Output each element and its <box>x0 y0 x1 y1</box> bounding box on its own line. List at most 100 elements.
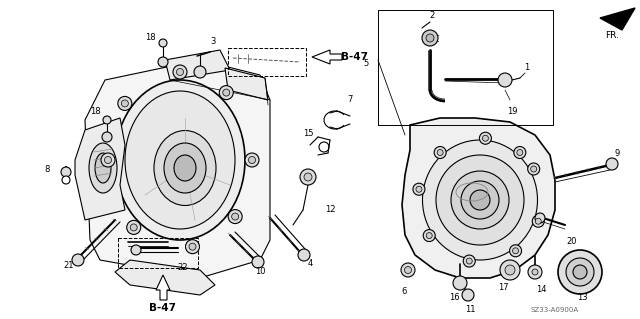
Polygon shape <box>600 8 635 30</box>
Text: 15: 15 <box>303 129 313 137</box>
Polygon shape <box>85 60 270 278</box>
Ellipse shape <box>451 171 509 229</box>
Circle shape <box>535 218 541 224</box>
Circle shape <box>232 213 239 220</box>
Polygon shape <box>312 50 342 64</box>
Circle shape <box>61 167 71 177</box>
Ellipse shape <box>470 190 490 210</box>
Circle shape <box>245 153 259 167</box>
Ellipse shape <box>461 181 499 219</box>
Text: 5: 5 <box>364 58 369 68</box>
Text: 9: 9 <box>614 149 620 158</box>
Circle shape <box>517 150 523 155</box>
Circle shape <box>500 260 520 280</box>
Circle shape <box>131 245 141 255</box>
Ellipse shape <box>115 80 245 240</box>
Circle shape <box>606 158 618 170</box>
Circle shape <box>528 163 540 175</box>
Circle shape <box>401 263 415 277</box>
Circle shape <box>104 157 111 164</box>
Circle shape <box>118 96 132 110</box>
Text: B-47: B-47 <box>150 303 177 313</box>
Ellipse shape <box>436 155 524 245</box>
Ellipse shape <box>125 91 235 229</box>
Circle shape <box>62 176 70 184</box>
Text: 11: 11 <box>465 306 476 315</box>
Text: B-47: B-47 <box>342 52 369 62</box>
Ellipse shape <box>89 143 117 193</box>
Circle shape <box>186 240 200 254</box>
Circle shape <box>173 65 187 79</box>
Circle shape <box>416 186 422 192</box>
Circle shape <box>189 243 196 250</box>
Text: 2: 2 <box>429 11 435 20</box>
Ellipse shape <box>174 155 196 181</box>
Circle shape <box>404 266 412 273</box>
Circle shape <box>159 39 167 47</box>
Circle shape <box>101 153 115 167</box>
Text: 19: 19 <box>507 108 517 116</box>
Circle shape <box>158 57 168 67</box>
Circle shape <box>130 224 137 231</box>
Circle shape <box>453 276 467 290</box>
Circle shape <box>300 169 316 185</box>
Text: 22: 22 <box>178 263 188 272</box>
Circle shape <box>573 265 587 279</box>
Text: 4: 4 <box>307 258 312 268</box>
Text: 13: 13 <box>577 293 588 302</box>
Ellipse shape <box>95 153 111 183</box>
Text: FR.: FR. <box>605 31 619 40</box>
Polygon shape <box>75 118 125 220</box>
Circle shape <box>220 85 234 100</box>
Circle shape <box>223 89 230 96</box>
Text: 18: 18 <box>145 33 156 41</box>
Text: 3: 3 <box>211 36 216 46</box>
Circle shape <box>422 30 438 46</box>
Polygon shape <box>225 68 268 100</box>
Circle shape <box>462 289 474 301</box>
Circle shape <box>514 146 526 159</box>
Bar <box>378 10 553 125</box>
Text: 1: 1 <box>524 63 530 72</box>
Circle shape <box>413 183 425 195</box>
Text: 14: 14 <box>536 286 547 294</box>
Text: 10: 10 <box>255 268 265 277</box>
Text: 8: 8 <box>44 166 50 174</box>
Circle shape <box>103 116 111 124</box>
Circle shape <box>304 173 312 181</box>
Polygon shape <box>115 260 215 295</box>
Text: 20: 20 <box>567 238 577 247</box>
Circle shape <box>177 69 184 76</box>
Circle shape <box>437 150 443 155</box>
Circle shape <box>194 66 206 78</box>
Text: 21: 21 <box>64 261 74 270</box>
Circle shape <box>298 249 310 261</box>
Circle shape <box>566 258 594 286</box>
Polygon shape <box>156 275 170 300</box>
Ellipse shape <box>422 140 538 260</box>
Circle shape <box>102 132 112 142</box>
Text: SZ33-A0900A: SZ33-A0900A <box>531 307 579 313</box>
Text: 18: 18 <box>90 108 100 116</box>
Circle shape <box>434 146 446 159</box>
Ellipse shape <box>154 130 216 205</box>
Circle shape <box>528 265 542 279</box>
Circle shape <box>532 269 538 275</box>
Text: 12: 12 <box>324 205 335 214</box>
Text: 16: 16 <box>449 293 460 302</box>
Circle shape <box>535 213 545 223</box>
Circle shape <box>509 245 522 257</box>
Polygon shape <box>402 118 555 278</box>
Circle shape <box>531 166 537 172</box>
Circle shape <box>505 265 515 275</box>
Circle shape <box>423 230 435 241</box>
Circle shape <box>466 258 472 264</box>
Ellipse shape <box>164 143 206 193</box>
Circle shape <box>122 100 129 107</box>
Polygon shape <box>165 50 230 80</box>
Circle shape <box>248 157 255 164</box>
Text: 17: 17 <box>498 283 508 292</box>
Circle shape <box>479 132 492 144</box>
Circle shape <box>558 250 602 294</box>
Text: 7: 7 <box>348 94 353 103</box>
